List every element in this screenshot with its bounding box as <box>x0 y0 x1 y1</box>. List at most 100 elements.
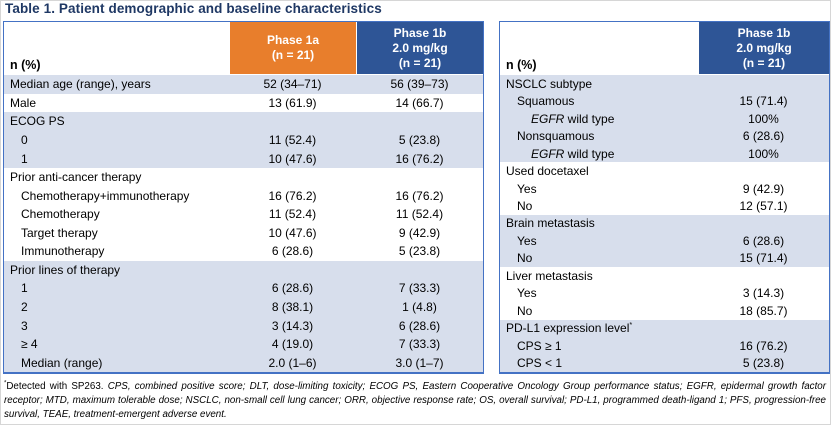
row-value: 8 (38.1) <box>271 300 314 315</box>
right-table-header: n (%) Phase 1b 2.0 mg/kg (n = 21) <box>500 22 829 75</box>
table-row: Prior lines of therapy <box>4 260 483 280</box>
row-value: 16 (76.2) <box>395 188 444 203</box>
row-value: 56 (39–73) <box>390 77 449 92</box>
row-value: 4 (19.0) <box>271 337 314 352</box>
row-label: CPS ≥ 1 <box>517 338 562 353</box>
row-label: 1 <box>21 151 28 166</box>
row-value: 6 (28.6) <box>398 318 441 333</box>
table-row: 1 6 (28.6) 7 (33.3) <box>4 279 483 298</box>
row-value: 5 (23.8) <box>398 132 441 147</box>
row-value: 7 (33.3) <box>398 281 441 296</box>
left-header-phase1a: Phase 1a (n = 21) <box>229 22 356 74</box>
table-row: Target therapy 10 (47.6) 9 (42.9) <box>4 224 483 243</box>
row-value: 7 (33.3) <box>398 337 441 352</box>
row-value: 15 (71.4) <box>739 94 788 109</box>
table-row: 2 8 (38.1) 1 (4.8) <box>4 297 483 317</box>
row-value: 16 (76.2) <box>268 188 317 203</box>
row-label: ≥ 4 <box>21 337 38 352</box>
row-value: 16 (76.2) <box>739 338 788 353</box>
left-header-phase1b: Phase 1b 2.0 mg/kg (n = 21) <box>356 22 483 74</box>
table-row: No 15 (71.4) <box>500 249 829 268</box>
table-row: Yes 3 (14.3) <box>500 285 829 302</box>
table-row: EGFR wild type 100% <box>500 109 829 128</box>
row-value: 6 (28.6) <box>271 244 314 259</box>
row-value: 3 (14.3) <box>271 318 314 333</box>
row-label: EGFR wild type <box>531 111 615 126</box>
row-value: 6 (28.6) <box>742 233 785 248</box>
table-row: Male 13 (61.9) 14 (66.7) <box>4 94 483 113</box>
row-value: 3 (14.3) <box>742 286 785 301</box>
row-value: 6 (28.6) <box>742 129 785 144</box>
demographics-table-right: n (%) Phase 1b 2.0 mg/kg (n = 21) NSCLC … <box>499 21 830 374</box>
left-table-header: n (%) Phase 1a (n = 21) Phase 1b 2.0 mg/… <box>4 22 483 75</box>
row-label: No <box>517 199 533 214</box>
table-row: 3 3 (14.3) 6 (28.6) <box>4 316 483 335</box>
row-label: Yes <box>517 181 537 196</box>
row-value: 9 (42.9) <box>742 181 785 196</box>
row-label: Prior anti-cancer therapy <box>10 170 142 185</box>
row-label: 3 <box>21 318 28 333</box>
row-value: 18 (85.7) <box>739 303 788 318</box>
row-label: EGFR wild type <box>531 146 615 161</box>
table-row: Nonsquamous 6 (28.6) <box>500 127 829 145</box>
table-row: Yes 6 (28.6) <box>500 232 829 250</box>
table-row: CPS < 1 5 (23.8) <box>500 354 829 372</box>
row-label: ECOG PS <box>10 114 65 129</box>
row-value: 100% <box>748 111 779 126</box>
row-label: No <box>517 251 533 266</box>
row-value: 13 (61.9) <box>268 95 317 110</box>
demographics-table-left: n (%) Phase 1a (n = 21) Phase 1b 2.0 mg/… <box>3 21 484 374</box>
table-row: CPS ≥ 1 16 (76.2) <box>500 337 829 355</box>
row-value: 5 (23.8) <box>742 356 785 371</box>
row-value: 9 (42.9) <box>398 225 441 240</box>
row-value: 15 (71.4) <box>739 251 788 266</box>
right-table-body: NSCLC subtype Squamous 15 (71.4) EGFR wild … <box>500 75 829 372</box>
row-label: 0 <box>21 132 28 147</box>
row-value: 6 (28.6) <box>271 281 314 296</box>
row-label: Liver metastasis <box>506 268 593 283</box>
table-row: 0 11 (52.4) 5 (23.8) <box>4 130 483 150</box>
row-label: Brain metastasis <box>506 216 595 231</box>
table-row: Chemotherapy+immunotherapy 16 (76.2) 16 (7… <box>4 186 483 205</box>
row-label: 1 <box>21 281 28 296</box>
row-label: Yes <box>517 286 537 301</box>
table-footnote: *Detected with SP263. CPS, combined posi… <box>4 380 827 420</box>
row-value: 11 (52.4) <box>268 132 317 147</box>
table-row: Brain metastasis <box>500 214 829 233</box>
row-value: 14 (66.7) <box>395 95 444 110</box>
row-label: Chemotherapy <box>21 207 100 222</box>
table-row: Used docetaxel <box>500 162 829 179</box>
row-label: Target therapy <box>21 225 98 240</box>
table-row: Median age (range), years 52 (34–71) 56 (3… <box>4 75 483 94</box>
row-value: 16 (76.2) <box>395 151 444 166</box>
left-table-body: Median age (range), years 52 (34–71) 56 (3… <box>4 75 483 372</box>
table-row: NSCLC subtype <box>500 75 829 93</box>
table-row: Yes 9 (42.9) <box>500 180 829 197</box>
table-row: 1 10 (47.6) 16 (76.2) <box>4 149 483 168</box>
right-header-n-pct: n (%) <box>506 58 537 72</box>
table-row: PD-L1 expression level* <box>500 319 829 338</box>
table-title: Table 1. Patient demographic and baselin… <box>5 1 382 16</box>
table-row: Prior anti-cancer therapy <box>4 168 483 187</box>
left-header-n-pct: n (%) <box>10 58 41 72</box>
row-label: Squamous <box>517 94 575 109</box>
right-header-phase1b: Phase 1b 2.0 mg/kg (n = 21) <box>698 22 829 74</box>
row-label: Median age (range), years <box>10 77 151 92</box>
row-value: 1 (4.8) <box>402 300 437 315</box>
table-row: Liver metastasis <box>500 267 829 284</box>
row-value: 12 (57.1) <box>739 199 788 214</box>
row-label: Immunotherapy <box>21 244 105 259</box>
table-row: No 18 (85.7) <box>500 302 829 319</box>
row-value: 10 (47.6) <box>268 151 317 166</box>
row-label: CPS < 1 <box>517 356 563 371</box>
row-label: PD-L1 expression level* <box>506 321 633 336</box>
row-label: Prior lines of therapy <box>10 262 121 277</box>
row-value: 11 (52.4) <box>395 207 444 222</box>
row-value: 3.0 (1–7) <box>395 355 444 370</box>
row-value: 10 (47.6) <box>268 225 317 240</box>
row-value: 2.0 (1–6) <box>268 355 317 370</box>
row-value: 52 (34–71) <box>263 77 322 92</box>
table-row: Chemotherapy 11 (52.4) 11 (52.4) <box>4 205 483 224</box>
row-value: 11 (52.4) <box>268 207 317 222</box>
